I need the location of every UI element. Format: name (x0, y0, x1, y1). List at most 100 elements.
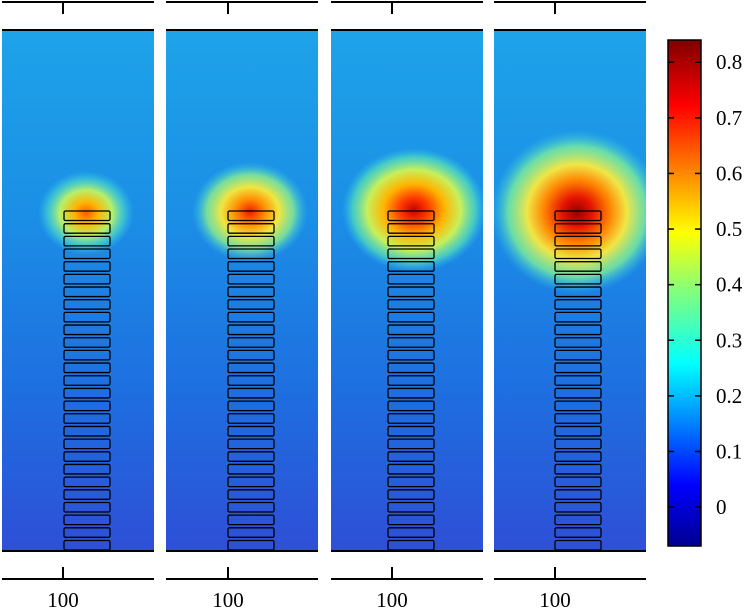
stack-element (63, 387, 111, 399)
stack-element (63, 337, 111, 348)
stack-element (387, 489, 435, 500)
stack-element (554, 451, 602, 462)
stack-element (387, 337, 435, 348)
panel-3-hotspot (342, 148, 483, 272)
stack-element (63, 324, 111, 336)
stack-element (227, 425, 275, 437)
panel-1-element-stack (63, 210, 111, 551)
stack-element (387, 223, 435, 234)
stack-element (554, 337, 602, 348)
stack-element (227, 400, 275, 412)
stack-element (387, 463, 435, 475)
stack-element (387, 476, 435, 488)
stack-element (554, 400, 602, 412)
stack-element (63, 501, 111, 513)
stack-element (227, 235, 275, 247)
panel-3-field (331, 30, 483, 551)
stack-element (63, 463, 111, 475)
colorbar-tick-label: 0.6 (716, 161, 742, 185)
stack-element (554, 438, 602, 450)
stack-element (63, 514, 111, 526)
stack-element (227, 337, 275, 348)
stack-element (387, 438, 435, 450)
stack-element (227, 375, 275, 386)
stack-element (63, 223, 111, 234)
colorbar-ticks: 0.8 0.7 0.6 0.5 0.4 0.3 0.2 0.1 0 (668, 50, 743, 519)
panel-2-tick-label: 100 (212, 588, 244, 612)
stack-element (227, 210, 275, 222)
stack-element (387, 324, 435, 336)
stack-element (227, 463, 275, 475)
stack-element (387, 235, 435, 247)
stack-element (63, 413, 111, 424)
stack-element (387, 286, 435, 298)
stack-element (554, 527, 602, 538)
stack-element (63, 286, 111, 298)
stack-element (387, 362, 435, 374)
panel-2-hotspot (192, 162, 308, 262)
colorbar-tick-label: 0.5 (716, 217, 742, 241)
stack-element (554, 514, 602, 526)
stack-element (227, 324, 275, 336)
stack-element (554, 501, 602, 513)
stack-element (63, 425, 111, 437)
stack-element (554, 463, 602, 475)
stack-element (227, 299, 275, 310)
stack-element (387, 425, 435, 437)
panel-1-tick-label: 100 (47, 588, 79, 612)
stack-element (227, 248, 275, 260)
stack-element (63, 349, 111, 361)
colorbar-tick-label: 0.1 (716, 439, 742, 463)
stack-element (63, 489, 111, 500)
stack-element (63, 261, 111, 272)
stack-element (387, 299, 435, 310)
panel-3-tick-label: 100 (376, 588, 408, 612)
stack-element (227, 362, 275, 374)
stack-element (554, 210, 602, 222)
stack-element (63, 451, 111, 462)
stack-element (554, 489, 602, 500)
stack-element (227, 514, 275, 526)
colorbar: 0.8 0.7 0.6 0.5 0.4 0.3 0.2 0.1 0 (667, 39, 743, 547)
panel-1-hotspot (38, 171, 134, 255)
stack-element (63, 527, 111, 538)
stack-element (387, 501, 435, 513)
stack-element (554, 349, 602, 361)
stack-element (554, 375, 602, 386)
stack-element (63, 362, 111, 374)
stack-element (227, 539, 275, 551)
stack-element (554, 539, 602, 551)
stack-element (227, 413, 275, 424)
panel-1: 100 (2, 1, 154, 612)
stack-element (227, 223, 275, 234)
stack-element (63, 210, 111, 222)
stack-element (227, 489, 275, 500)
stack-element (63, 299, 111, 310)
colorbar-tick-label: 0.4 (716, 273, 743, 297)
stack-element (227, 273, 275, 285)
stack-element (387, 413, 435, 424)
stack-element (227, 438, 275, 450)
stack-element (227, 501, 275, 513)
stack-element (227, 286, 275, 298)
stack-element (554, 311, 602, 323)
stack-element (554, 248, 602, 260)
stack-element (227, 451, 275, 462)
stack-element (387, 210, 435, 222)
stack-element (554, 425, 602, 437)
stack-element (387, 451, 435, 462)
panel-2: 100 (166, 1, 318, 612)
stack-element (63, 375, 111, 386)
stack-element (63, 273, 111, 285)
stack-element (387, 311, 435, 323)
stack-element (554, 362, 602, 374)
stack-element (227, 476, 275, 488)
stack-element (227, 527, 275, 538)
panel-2-field (166, 30, 318, 551)
stack-element (63, 539, 111, 551)
panel-4: 100 (494, 1, 646, 612)
stack-element (63, 311, 111, 323)
stack-element (554, 261, 602, 272)
panel-2-element-stack (227, 210, 275, 551)
